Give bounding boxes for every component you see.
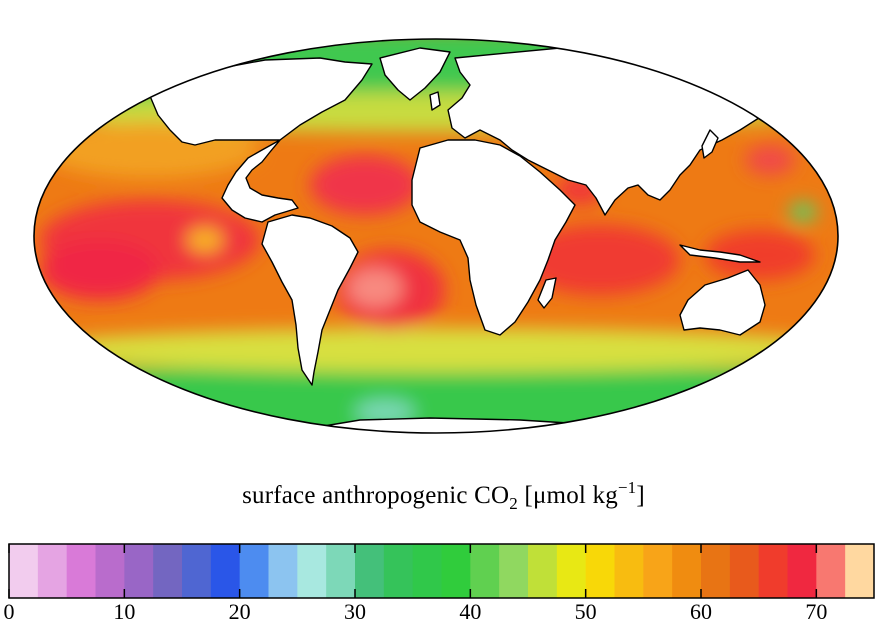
caption-superscript: −1 — [617, 478, 637, 497]
atlantic-red-north — [310, 155, 420, 215]
indian-red — [520, 225, 680, 295]
colorbar-tick-label: 20 — [228, 599, 251, 624]
caption-units-open: [μmol kg — [517, 482, 618, 509]
colorbar — [8, 543, 875, 599]
colorbar-swatch — [585, 544, 615, 598]
colorbar-tick-label: 50 — [574, 599, 597, 624]
colorbar-swatch — [153, 544, 183, 598]
colorbar-swatch — [470, 544, 500, 598]
caption-prefix: surface anthropogenic CO — [242, 482, 510, 509]
colorbar-tick-label: 10 — [113, 599, 136, 624]
colorbar-swatch — [758, 544, 788, 598]
colorbar-swatch — [95, 544, 125, 598]
pacific-yellow-spot — [187, 228, 223, 252]
colorbar-swatch — [729, 544, 760, 598]
land — [149, 47, 801, 433]
africa-landmass — [411, 139, 576, 336]
west-pacific-red — [705, 230, 815, 280]
colorbar-tick-label: 30 — [344, 599, 366, 624]
colorbar-caption: surface anthropogenic CO2 [μmol kg−1] — [0, 478, 887, 514]
colorbar-swatch — [845, 544, 875, 598]
southern-band — [34, 368, 838, 433]
colorbar-swatch — [816, 544, 846, 598]
colorbar-swatch — [556, 544, 587, 598]
southern-yellow — [34, 328, 838, 372]
colorbar-tick-label: 70 — [805, 599, 828, 624]
colorbar-swatch — [210, 544, 241, 598]
japan-landmass — [701, 129, 719, 159]
new-zealand-landmass — [787, 331, 801, 351]
madagascar-landmass — [537, 277, 557, 309]
colorbar-tick-label: 0 — [3, 599, 15, 624]
north-pacific-east-red — [745, 145, 795, 175]
colorbar-swatch — [239, 544, 269, 598]
colorbar-swatch — [297, 544, 327, 598]
colorbar-swatch — [66, 544, 96, 598]
colorbar-swatch — [268, 544, 298, 598]
south-america-landmass — [261, 214, 359, 386]
uk-landmass — [429, 91, 441, 111]
west-pacific-green-spot — [789, 202, 817, 222]
colorbar-swatch — [614, 544, 644, 598]
colorbar-tick-label: 40 — [459, 599, 482, 624]
colorbar-swatch — [441, 544, 471, 598]
colorbar-tick-label: 60 — [690, 599, 712, 624]
antarctica-landmass — [299, 417, 701, 433]
colorbar-swatch — [37, 544, 68, 598]
colorbar-swatch — [499, 544, 529, 598]
caption-units-close: ] — [636, 482, 645, 509]
pacific-red-2 — [40, 240, 160, 300]
colorbar-swatch — [182, 544, 212, 598]
colorbar-swatch — [355, 544, 385, 598]
indonesia-landmass — [679, 244, 761, 263]
map-frame — [33, 38, 839, 434]
atlantic-pink — [347, 268, 403, 308]
colorbar-swatch — [701, 544, 731, 598]
colorbar-swatch — [672, 544, 702, 598]
colorbar-frame — [8, 543, 875, 599]
colorbar-swatch — [643, 544, 673, 598]
colorbar-swatch — [326, 544, 356, 598]
australia-landmass — [679, 269, 766, 336]
drake-teal — [355, 400, 415, 424]
greenland-landmass — [379, 47, 451, 101]
colorbar-swatch — [412, 544, 442, 598]
colorbar-swatch — [528, 544, 558, 598]
caption-subscript: 2 — [509, 494, 518, 513]
colorbar-swatch — [787, 544, 817, 598]
colorbar-swatch — [383, 544, 414, 598]
north-america-landmass — [149, 57, 373, 223]
world-map — [33, 38, 839, 434]
colorbar-swatch — [124, 544, 154, 598]
colorbar-swatch — [9, 544, 39, 598]
